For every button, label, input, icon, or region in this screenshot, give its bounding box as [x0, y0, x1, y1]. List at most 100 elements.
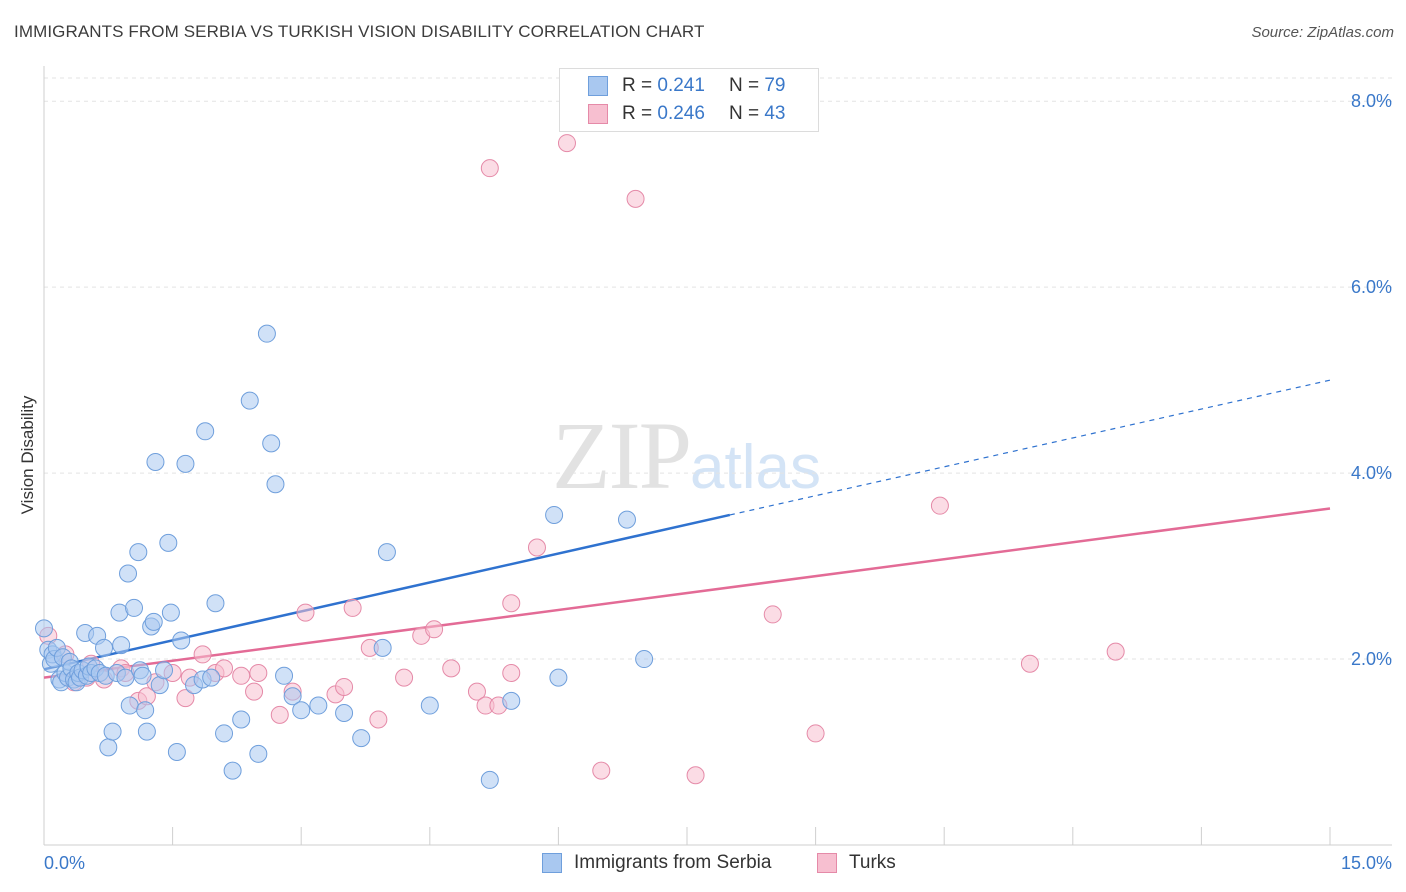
serbia-point	[549, 668, 568, 687]
serbia-point	[617, 510, 636, 529]
legend-item-serbia: Immigrants from Serbia	[542, 852, 771, 874]
serbia-point	[155, 661, 174, 680]
turks-legend-label: Turks	[849, 852, 896, 873]
turks-point	[763, 605, 782, 624]
y-tick-label: 6.0%	[1351, 277, 1392, 297]
x-tick-label: 0.0%	[44, 853, 85, 873]
watermark: ZIPatlas	[552, 400, 821, 511]
serbia-point	[103, 722, 122, 741]
legend-row-turks: R = 0.246 N = 43	[588, 101, 785, 127]
serbia-point	[137, 722, 156, 741]
serbia-point	[99, 738, 118, 757]
turks-point	[626, 189, 645, 208]
turks-point	[369, 710, 388, 729]
serbia-point	[206, 594, 225, 613]
serbia-point	[223, 761, 242, 780]
turks-point	[215, 659, 234, 678]
serbia-point	[215, 724, 234, 743]
serbia-point	[95, 638, 114, 657]
serbia-point	[335, 703, 354, 722]
serbia-points	[35, 324, 654, 789]
turks-point	[1020, 654, 1039, 673]
turks-point	[442, 659, 461, 678]
serbia-point	[172, 631, 191, 650]
serbia-n-value: 79	[764, 75, 786, 96]
turks-point	[502, 594, 521, 613]
serbia-point	[502, 691, 521, 710]
tick-labels: 2.0% 4.0% 6.0% 8.0% 0.0% 15.0%	[44, 91, 1392, 873]
turks-point	[557, 134, 576, 153]
turks-point	[425, 620, 444, 639]
serbia-trend-line	[43, 513, 731, 671]
legend-item-turks: Turks	[817, 852, 896, 874]
watermark-atlas: atlas	[690, 433, 821, 502]
serbia-point	[275, 666, 294, 685]
turks-point	[343, 598, 362, 617]
serbia-point	[635, 650, 654, 669]
turks-n-value: 43	[764, 103, 786, 124]
serbia-point	[257, 324, 276, 343]
serbia-swatch	[588, 76, 608, 96]
serbia-point	[292, 701, 311, 720]
legend-row-serbia: R = 0.241 N = 79	[588, 73, 785, 99]
x-tick-label: 15.0%	[1341, 853, 1392, 873]
turks-point	[1106, 642, 1125, 661]
turks-point	[232, 666, 251, 685]
serbia-point	[35, 619, 53, 638]
serbia-point	[283, 687, 302, 706]
serbia-point	[120, 696, 139, 715]
turks-point	[270, 705, 289, 724]
chart-title: IMMIGRANTS FROM SERBIA VS TURKISH VISION…	[14, 22, 705, 41]
serbia-point	[377, 543, 396, 562]
serbia-point	[136, 701, 155, 720]
y-tick-label: 4.0%	[1351, 463, 1392, 483]
serbia-point	[480, 770, 499, 789]
source-label: Source: ZipAtlas.com	[1251, 24, 1394, 41]
serbia-point	[119, 564, 138, 583]
serbia-point	[112, 636, 131, 655]
turks-point	[480, 159, 499, 178]
serbia-legend-label: Immigrants from Serbia	[574, 852, 772, 873]
serbia-point	[146, 452, 165, 471]
serbia-point	[232, 710, 251, 729]
serbia-trend-extension	[729, 379, 1331, 516]
serbia-point	[309, 696, 328, 715]
turks-point	[806, 724, 825, 743]
turks-point	[193, 645, 212, 664]
serbia-point	[545, 505, 564, 524]
serbia-point	[125, 598, 144, 617]
serbia-point	[352, 729, 371, 748]
stats-legend: R = 0.241 N = 79 R = 0.246 N = 43	[559, 68, 819, 132]
turks-legend-swatch	[817, 853, 837, 873]
turks-point	[467, 682, 486, 701]
turks-point	[296, 603, 315, 622]
turks-point	[249, 664, 268, 683]
turks-point	[395, 668, 414, 687]
watermark-zip: ZIP	[552, 402, 692, 509]
serbia-point	[240, 391, 259, 410]
turks-point	[245, 682, 264, 701]
turks-point	[930, 496, 949, 515]
trend-lines	[43, 379, 1331, 679]
serbia-point	[129, 543, 148, 562]
serbia-point	[262, 434, 281, 453]
serbia-point	[266, 475, 285, 494]
serbia-point	[202, 668, 221, 687]
serbia-n-label: N =	[728, 75, 760, 96]
turks-swatch	[588, 104, 608, 124]
axes	[43, 66, 1392, 846]
turks-point	[592, 761, 611, 780]
turks-trend-line	[43, 507, 1331, 679]
turks-point	[335, 677, 354, 696]
serbia-point	[161, 603, 180, 622]
turks-point	[176, 689, 195, 708]
turks-point	[527, 538, 546, 557]
serbia-point	[144, 612, 163, 631]
turks-n-label: N =	[728, 103, 760, 124]
turks-r-label: R =	[622, 103, 653, 124]
turks-point	[502, 664, 521, 683]
serbia-point	[420, 696, 439, 715]
grid-lines	[44, 77, 1392, 660]
serbia-point	[150, 676, 169, 695]
